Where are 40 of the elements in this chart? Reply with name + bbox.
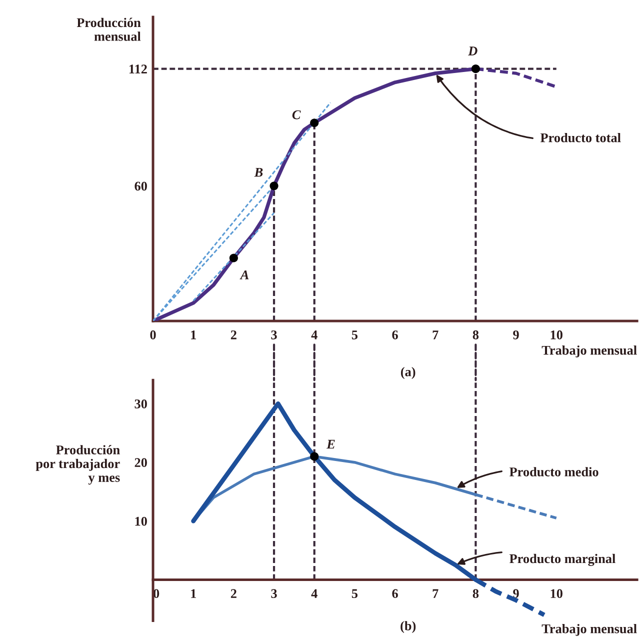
y-axis-title: Producción por trabajador y mes xyxy=(36,445,120,485)
x-tick-label: 3 xyxy=(271,589,277,598)
y-axis-title: Producción mensual xyxy=(76,18,141,41)
x-tick-label: 6 xyxy=(392,589,398,598)
x-tick-label: 2 xyxy=(230,589,236,598)
text: Producto marginal xyxy=(509,554,616,566)
x-tick-label: 6 xyxy=(392,330,398,340)
x-tick-label: 9 xyxy=(513,330,519,340)
x-tick-label: 9 xyxy=(513,589,519,598)
x-tick-label: 5 xyxy=(352,589,358,598)
annotation: A xyxy=(240,270,249,280)
x-axis-title: Trabajo mensual xyxy=(542,624,637,636)
x-tick-label: 1 xyxy=(191,330,196,340)
x-tick-label: 1 xyxy=(191,589,196,598)
y-tick-label: 112 xyxy=(129,64,147,74)
x-tick-label: 8 xyxy=(472,330,479,340)
y-tick-label: 30 xyxy=(134,399,147,408)
x-tick-label: 10 xyxy=(550,330,562,340)
annotation: D xyxy=(468,46,478,56)
annotation: B xyxy=(254,168,263,177)
annotation: C xyxy=(292,110,301,120)
x-tick-label: 10 xyxy=(550,589,562,598)
text: (a) xyxy=(400,367,416,379)
text: Producto medio xyxy=(509,467,598,476)
x-axis-title: Trabajo mensual xyxy=(542,345,637,358)
x-tick-label: 8 xyxy=(472,589,479,598)
x-tick-label: 4 xyxy=(311,330,318,340)
x-tick-label: 3 xyxy=(271,330,277,340)
x-tick-label: 0 xyxy=(150,330,156,340)
x-tick-label: 4 xyxy=(311,589,318,598)
text: (b) xyxy=(400,621,416,634)
annotation: E xyxy=(326,440,335,449)
y-tick-label: 20 xyxy=(134,458,147,468)
x-tick-label: 2 xyxy=(230,330,236,340)
y-tick-label: 10 xyxy=(135,516,147,526)
x-tick-label: 7 xyxy=(432,330,438,340)
y-tick-label: 60 xyxy=(134,182,147,191)
x-tick-label: 7 xyxy=(432,589,438,598)
x-tick-label: 5 xyxy=(352,330,358,340)
text: Producto total xyxy=(540,132,621,142)
